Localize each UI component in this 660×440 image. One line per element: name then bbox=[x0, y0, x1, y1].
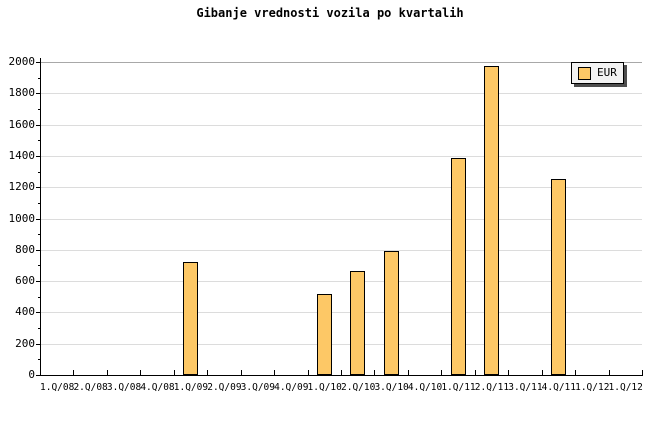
bar-1q10 bbox=[316, 293, 332, 375]
y-axis-tick-label: 800 bbox=[15, 242, 35, 256]
x-axis-tick-label: 4.Q/09 bbox=[274, 382, 309, 393]
gridline-y-1600 bbox=[41, 124, 642, 126]
y-axis-tick-label: 1200 bbox=[8, 180, 36, 194]
y-minor-tick-1900 bbox=[38, 77, 40, 79]
y-axis-tick-label: 1400 bbox=[8, 148, 36, 162]
gridline-y-600 bbox=[41, 281, 642, 283]
x-axis-tick-label: 2.Q/10 bbox=[341, 382, 376, 393]
y-major-tick-400 bbox=[36, 312, 40, 314]
y-major-tick-1000 bbox=[36, 218, 40, 220]
x-tick bbox=[73, 370, 75, 375]
x-axis-tick-label: 3.Q/10 bbox=[374, 382, 409, 393]
x-tick bbox=[575, 370, 577, 375]
y-axis-tick-label: 1000 bbox=[8, 211, 36, 225]
x-tick bbox=[341, 370, 342, 375]
x-axis-tick-label: 4.Q/11 bbox=[541, 382, 576, 393]
y-major-tick-0 bbox=[36, 375, 40, 376]
bar-1q11 bbox=[450, 158, 466, 375]
y-axis-tick-label: 2000 bbox=[8, 55, 36, 68]
x-axis-tick-label: 1.Q/08 bbox=[40, 382, 75, 393]
x-tick bbox=[140, 370, 142, 375]
x-axis-tick-label: 1.Q/12 bbox=[575, 382, 610, 393]
x-axis-tick-label: 1.Q/10 bbox=[307, 382, 342, 393]
y-axis-tick-label: 0 bbox=[28, 368, 35, 381]
chart-title: Gibanje vrednosti vozila po kvartalih bbox=[196, 6, 464, 20]
y-major-tick-1600 bbox=[36, 124, 40, 126]
y-major-tick-1800 bbox=[36, 93, 40, 95]
x-tick bbox=[240, 370, 242, 375]
y-major-tick-800 bbox=[36, 249, 40, 251]
x-axis-tick-label: 1.Q/11 bbox=[441, 382, 476, 393]
x-tick bbox=[508, 370, 510, 375]
x-axis-tick-label: 4.Q/08 bbox=[140, 382, 175, 393]
x-tick bbox=[474, 370, 476, 375]
x-axis-tick-label: 2.Q/11 bbox=[474, 382, 510, 393]
x-tick bbox=[374, 370, 376, 375]
x-axis-tick-label: 2.Q/09 bbox=[207, 382, 242, 393]
x-tick bbox=[608, 370, 610, 375]
y-axis-line bbox=[40, 58, 41, 376]
x-tick bbox=[642, 370, 643, 375]
y-major-tick-1200 bbox=[36, 187, 40, 189]
x-axis-tick-label: 4.Q/10 bbox=[407, 382, 443, 393]
y-minor-tick-1500 bbox=[38, 140, 40, 142]
y-minor-tick-300 bbox=[38, 328, 40, 330]
y-minor-tick-700 bbox=[38, 265, 40, 267]
y-minor-tick-1100 bbox=[38, 202, 40, 204]
x-tick bbox=[307, 370, 309, 375]
y-major-tick-2000 bbox=[36, 62, 40, 63]
bar-1q09 bbox=[183, 262, 198, 375]
y-axis-tick-label: 1600 bbox=[8, 117, 36, 131]
x-axis-tick-label: 3.Q/08 bbox=[106, 382, 142, 393]
x-tick bbox=[407, 370, 409, 375]
x-tick bbox=[541, 370, 543, 375]
x-tick bbox=[207, 370, 209, 375]
gridline-y-1200 bbox=[41, 187, 642, 189]
y-axis-tick-label: 400 bbox=[15, 305, 35, 319]
y-minor-tick-100 bbox=[38, 359, 40, 361]
y-major-tick-1400 bbox=[36, 155, 40, 157]
x-axis-line bbox=[40, 375, 643, 376]
y-minor-tick-900 bbox=[38, 234, 40, 236]
x-axis-tick-label: 1.Q/12 bbox=[608, 382, 643, 393]
gridline-y-400 bbox=[41, 312, 642, 314]
x-tick bbox=[173, 370, 175, 375]
y-minor-tick-500 bbox=[38, 296, 40, 298]
x-tick bbox=[40, 370, 41, 375]
gridline-y-2000 bbox=[41, 62, 642, 63]
y-axis-tick-label: 600 bbox=[15, 274, 35, 288]
x-tick bbox=[106, 370, 108, 375]
y-minor-tick-1700 bbox=[38, 108, 40, 110]
legend-swatch-eur bbox=[578, 66, 591, 80]
x-tick bbox=[441, 370, 443, 375]
gridline-y-200 bbox=[41, 343, 642, 345]
x-axis-tick-label: 3.Q/11 bbox=[508, 382, 543, 393]
y-axis-tick-label: 1800 bbox=[8, 86, 36, 100]
gridline-y-1400 bbox=[41, 155, 642, 157]
x-axis-tick-label: 3.Q/09 bbox=[240, 382, 275, 393]
bar-4q11 bbox=[550, 179, 566, 375]
bar-3q10 bbox=[383, 251, 399, 375]
legend: EUR bbox=[571, 62, 624, 84]
y-major-tick-600 bbox=[36, 281, 40, 283]
gridline-y-1800 bbox=[41, 93, 642, 95]
legend-label: EUR bbox=[597, 66, 617, 79]
y-major-tick-200 bbox=[36, 343, 40, 345]
y-minor-tick-1300 bbox=[38, 171, 40, 173]
bar-2q11 bbox=[484, 65, 499, 375]
bar-2q10 bbox=[350, 270, 366, 375]
y-axis-tick-label: 200 bbox=[15, 336, 35, 350]
x-tick bbox=[274, 370, 276, 375]
gridline-y-800 bbox=[41, 249, 642, 251]
x-axis-tick-label: 2.Q/08 bbox=[73, 382, 108, 393]
x-axis-tick-label: 1.Q/09 bbox=[173, 382, 209, 393]
gridline-y-1000 bbox=[41, 218, 642, 220]
